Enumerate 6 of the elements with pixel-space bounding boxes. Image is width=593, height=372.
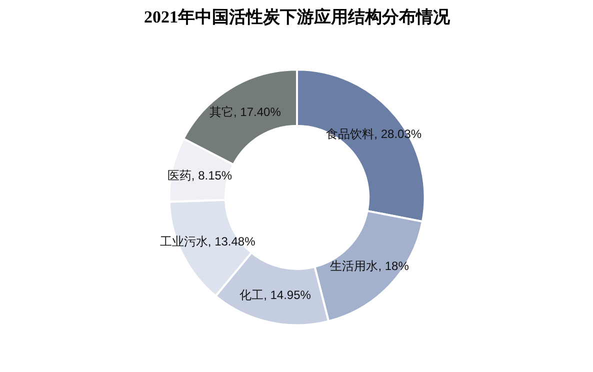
- slice-label: 其它, 17.40%: [210, 105, 282, 120]
- slice-label: 医药, 8.15%: [167, 168, 232, 182]
- slice-label: 生活用水, 18%: [330, 258, 410, 273]
- slice-label: 化工, 14.95%: [240, 288, 312, 302]
- slice-label: 工业污水, 13.48%: [160, 234, 256, 249]
- chart-title: 2021年中国活性炭下游应用结构分布情况: [144, 8, 451, 26]
